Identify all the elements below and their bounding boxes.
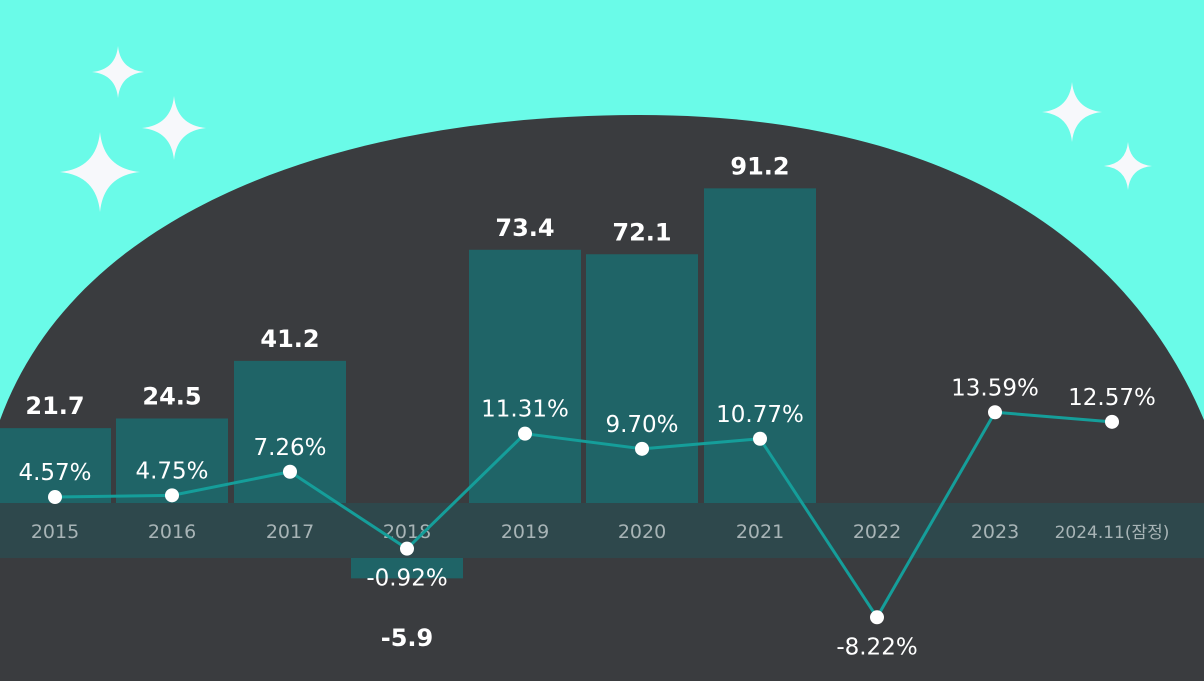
bar-2018 — [351, 558, 463, 579]
growth-rate-point — [870, 610, 884, 625]
growth-rate-label: 13.59% — [951, 375, 1039, 401]
year-label: 2021 — [736, 521, 784, 543]
year-label: 2020 — [618, 521, 666, 543]
growth-rate-label: -0.92% — [366, 566, 447, 592]
bar-2021 — [704, 188, 816, 504]
growth-rate-label: 11.31% — [481, 397, 569, 423]
growth-rate-point — [635, 441, 649, 456]
sparkle-group — [60, 46, 1152, 212]
bar-value-label: -5.9 — [381, 624, 433, 652]
growth-rate-point — [988, 405, 1002, 420]
growth-rate-point — [283, 464, 297, 479]
line-series-group: 4.57% 4.75% 7.26% -0.92% 11.31% 9.70% 10.77% -8… — [18, 375, 1155, 660]
year-label: 2024.11(잠정) — [1055, 523, 1170, 543]
bar-value-label: 24.5 — [142, 382, 201, 410]
growth-rate-label: 4.75% — [135, 458, 208, 484]
year-label-group: 2015 2016 2017 2018 2019 2020 2021 2022 2023 2024… — [31, 521, 1170, 543]
growth-rate-point — [165, 488, 179, 503]
bar-2019 — [469, 249, 581, 503]
sparkle-icon — [92, 46, 144, 98]
growth-rate-label: 12.57% — [1068, 385, 1156, 411]
growth-rate-label: 10.77% — [716, 402, 804, 428]
bar-2020 — [586, 254, 698, 503]
year-label: 2022 — [853, 521, 901, 543]
growth-rate-label: 4.57% — [18, 460, 91, 486]
growth-rate-point — [1105, 414, 1119, 429]
sparkle-icon — [1104, 142, 1152, 190]
growth-rate-label: -8.22% — [836, 634, 917, 660]
growth-rate-point — [48, 490, 62, 505]
bar-value-label: 91.2 — [730, 152, 789, 180]
bar-2017 — [234, 360, 346, 503]
bar-value-label: 21.7 — [25, 392, 84, 420]
bar-group-over — [351, 558, 463, 579]
bar-value-label: 41.2 — [260, 325, 319, 353]
growth-rate-line — [54, 410, 1113, 619]
growth-rate-label: 9.70% — [605, 412, 678, 438]
growth-rate-label: 7.26% — [253, 435, 326, 461]
sparkle-icon — [1042, 82, 1102, 142]
bar-value-label-group: 21.7 24.5 41.2 -5.9 73.4 72.1 91.2 — [25, 152, 789, 652]
sparkle-icon — [142, 96, 206, 160]
year-label: 2016 — [148, 521, 196, 543]
growth-rate-point — [518, 426, 532, 441]
year-label: 2023 — [971, 521, 1019, 543]
growth-rate-point — [753, 431, 767, 446]
year-label: 2019 — [501, 521, 549, 543]
year-label: 2017 — [266, 521, 314, 543]
bar-value-label: 73.4 — [495, 214, 554, 242]
sparkle-icon — [60, 132, 140, 212]
year-label: 2015 — [31, 521, 79, 543]
axis-band — [0, 503, 1204, 558]
bar-value-label: 72.1 — [612, 218, 671, 246]
growth-rate-point — [400, 541, 414, 556]
